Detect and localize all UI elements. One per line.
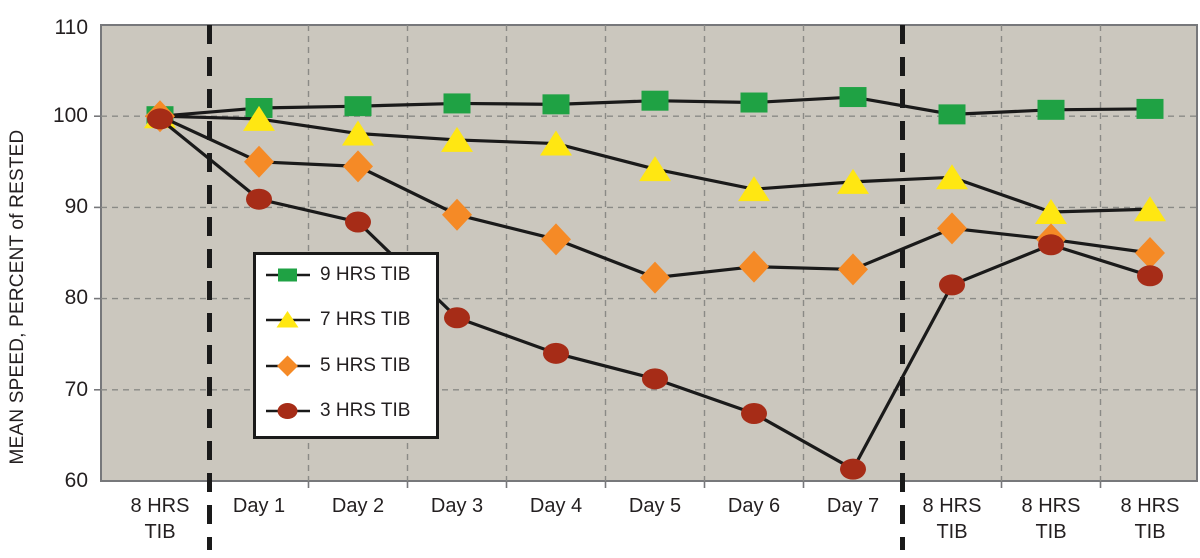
x-axis-label: Day 5 <box>628 495 682 517</box>
legend-label: 5 HRS TIB <box>320 354 411 376</box>
legend-item: 9 HRS TIB <box>265 262 432 288</box>
x-axis-label: Day 1 <box>232 495 286 517</box>
diamond-marker <box>244 145 274 178</box>
triangle-marker <box>243 105 275 131</box>
series-3-hrs-tib <box>147 108 1163 480</box>
y-tick-label: 90 <box>64 195 88 218</box>
triangle-marker <box>936 164 968 190</box>
triangle-marker-icon <box>266 311 310 328</box>
x-axis-label: Day 7 <box>826 495 880 517</box>
x-axis-label: Day 2 <box>331 495 385 517</box>
diamond-marker <box>541 223 571 256</box>
triangle-marker <box>738 176 770 202</box>
x-axis-label: Day 6 <box>727 495 781 517</box>
triangle-marker <box>342 120 374 146</box>
legend-label: 7 HRS TIB <box>320 309 411 331</box>
triangle-marker <box>639 156 671 182</box>
circle-marker <box>444 307 470 329</box>
square-marker <box>344 96 372 117</box>
triangle-marker <box>441 126 473 152</box>
circle-marker <box>543 342 569 364</box>
square-marker-icon <box>266 268 310 282</box>
series-5-hrs-tib <box>145 100 1165 294</box>
circle-marker <box>1038 234 1064 256</box>
circle-marker <box>345 211 371 233</box>
circle-marker <box>246 188 272 210</box>
square-marker <box>641 90 669 111</box>
legend-item: 5 HRS TIB <box>265 353 432 379</box>
x-axis-label: 8 HRS TIB <box>130 495 190 543</box>
square-marker <box>1136 98 1164 119</box>
legend-item: 3 HRS TIB <box>265 398 432 424</box>
square-marker <box>938 104 966 125</box>
x-axis-label: 8 HRS TIB <box>1021 495 1081 543</box>
y-tick-label: 100 <box>52 104 88 127</box>
triangle-marker <box>540 130 572 156</box>
triangle-marker <box>1035 198 1067 224</box>
square-marker <box>542 94 570 115</box>
circle-marker <box>1137 265 1163 287</box>
diamond-marker-icon <box>266 355 310 377</box>
series-7-hrs-tib <box>144 103 1166 224</box>
diamond-marker <box>343 150 373 183</box>
circle-marker <box>840 458 866 480</box>
triangle-marker <box>1134 196 1166 222</box>
x-axis-label: Day 4 <box>529 495 583 517</box>
legend-item: 7 HRS TIB <box>265 307 432 333</box>
x-axis-label: 8 HRS TIB <box>1120 495 1180 543</box>
legend-box: 9 HRS TIB 7 HRS TIB 5 HRS TIB 3 HRS TIB <box>253 252 439 439</box>
y-tick-label: 70 <box>64 378 88 401</box>
square-marker <box>839 87 867 108</box>
circle-marker <box>741 403 767 425</box>
square-marker <box>740 92 768 113</box>
triangle-marker <box>837 168 869 194</box>
circle-marker-icon <box>266 402 310 419</box>
diamond-marker <box>838 253 868 286</box>
square-marker <box>1037 99 1065 120</box>
diamond-marker <box>640 261 670 294</box>
y-tick-label: 80 <box>64 286 88 309</box>
legend-label: 9 HRS TIB <box>320 264 411 285</box>
diamond-marker <box>937 212 967 245</box>
x-axis-label: 8 HRS TIB <box>922 495 982 543</box>
x-axis-label: Day 3 <box>430 495 484 517</box>
diamond-marker <box>1135 237 1165 269</box>
square-marker <box>443 93 471 114</box>
circle-marker <box>642 368 668 390</box>
circle-marker <box>147 108 173 130</box>
circle-marker <box>939 274 965 296</box>
legend-label: 3 HRS TIB <box>320 399 411 421</box>
y-tick-label: 60 <box>64 469 88 492</box>
diamond-marker <box>739 250 769 283</box>
diamond-marker <box>442 198 472 231</box>
y-tick-label: 110 <box>54 16 88 39</box>
